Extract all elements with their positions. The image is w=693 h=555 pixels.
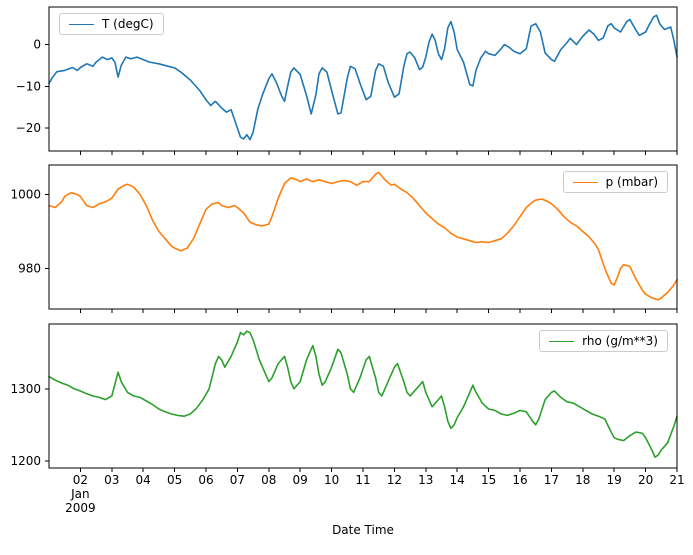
x-tick-label: 05 [167, 473, 182, 487]
y-tick-label: 980 [18, 261, 41, 275]
x-tick-label: 10 [324, 473, 339, 487]
series-line-0 [48, 14, 678, 141]
x-tick-label: 09 [293, 473, 308, 487]
x-tick-label-extra: Jan [70, 487, 90, 501]
x-tick-label: 16 [512, 473, 527, 487]
x-axis-title: Date Time [332, 523, 394, 537]
x-tick-label: 21 [669, 473, 684, 487]
x-tick-label: 03 [104, 473, 119, 487]
x-tick-label-extra: 2009 [65, 501, 96, 515]
legend-line-sample-density [549, 340, 575, 342]
y-tick-label: 1300 [10, 382, 41, 396]
y-tick-label: 0 [33, 38, 41, 52]
x-tick-label: 17 [544, 473, 559, 487]
x-tick-label: 18 [575, 473, 590, 487]
x-tick-label: 02 [73, 473, 88, 487]
series-line-2 [48, 330, 678, 459]
y-tick-label: 1200 [10, 454, 41, 468]
x-tick-label: 13 [418, 473, 433, 487]
y-tick-label: −20 [16, 121, 41, 135]
y-tick-label: 1000 [10, 188, 41, 202]
x-tick-label: 06 [198, 473, 213, 487]
legend-label-temperature: T (degC) [102, 17, 154, 31]
x-tick-label: 07 [230, 473, 245, 487]
y-tick-label: −10 [16, 79, 41, 93]
legend-density: rho (g/m**3) [539, 330, 668, 352]
legend-label-density: rho (g/m**3) [582, 334, 658, 348]
x-tick-label: 12 [387, 473, 402, 487]
x-tick-label: 15 [481, 473, 496, 487]
x-tick-label: 19 [607, 473, 622, 487]
legend-temperature: T (degC) [59, 13, 164, 35]
legend-line-sample-temperature [69, 23, 94, 25]
legend-line-sample-pressure [572, 181, 598, 183]
x-tick-label: 14 [450, 473, 465, 487]
legend-pressure: p (mbar) [562, 171, 668, 193]
x-tick-label: 11 [355, 473, 370, 487]
x-tick-label: 08 [261, 473, 276, 487]
x-tick-label: 04 [136, 473, 151, 487]
series-line-1 [48, 171, 678, 301]
x-tick-label: 20 [638, 473, 653, 487]
legend-label-pressure: p (mbar) [605, 175, 658, 189]
